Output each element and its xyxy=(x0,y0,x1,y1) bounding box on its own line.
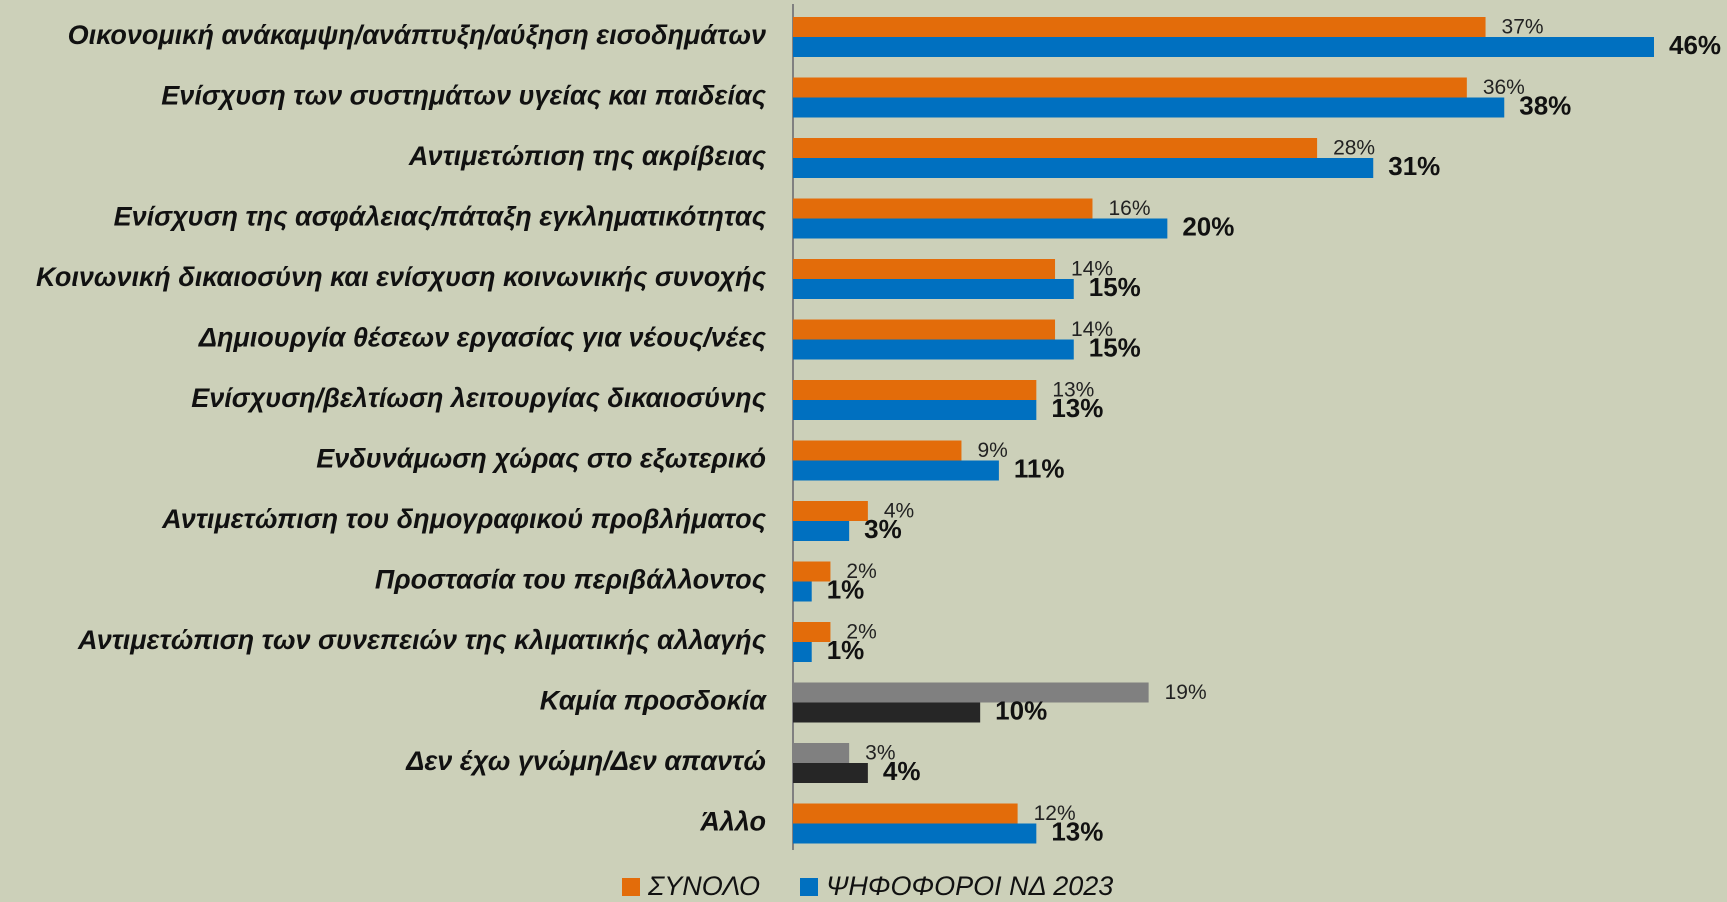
category-label: Ενδυνάμωση χώρας στο εξωτερικό xyxy=(316,444,766,474)
bar xyxy=(793,279,1074,299)
legend-swatch xyxy=(622,878,640,896)
bar xyxy=(793,97,1505,118)
bar xyxy=(793,823,1037,844)
value-label: 13% xyxy=(1052,379,1094,402)
bar xyxy=(793,702,981,723)
value-label: 2% xyxy=(846,560,876,583)
bar xyxy=(793,521,850,541)
category-label: Ενίσχυση/βελτίωση λειτουργίας δικαιοσύνη… xyxy=(191,383,766,413)
value-label: 46% xyxy=(1669,30,1721,60)
bar xyxy=(793,440,962,461)
category-label: Ενίσχυση της ασφάλειας/πάταξη εγκληματικ… xyxy=(114,202,767,232)
value-label: 3% xyxy=(865,742,895,765)
category-label: Αντιμετώπιση των συνεπειών της κλιματική… xyxy=(77,625,767,655)
value-label: 9% xyxy=(977,439,1007,462)
legend-swatch xyxy=(800,878,818,896)
value-label: 14% xyxy=(1071,318,1113,341)
bar xyxy=(793,380,1037,400)
legend-label: ΣΥΝΟΛΟ xyxy=(647,871,760,901)
category-label: Δεν έχω γνώμη/Δεν απαντώ xyxy=(405,746,766,776)
category-label: Δημιουργία θέσεων εργασίας για νέους/νέε… xyxy=(198,323,767,353)
bar xyxy=(793,561,831,582)
category-label: Οικονομική ανάκαμψη/ανάπτυξη/αύξηση εισο… xyxy=(68,20,766,50)
value-label: 31% xyxy=(1388,151,1440,181)
value-label: 11% xyxy=(1014,453,1065,483)
bar xyxy=(793,460,999,481)
category-label: Προστασία του περιβάλλοντος xyxy=(375,565,767,595)
bar xyxy=(793,763,868,783)
bar xyxy=(793,218,1168,239)
value-label: 4% xyxy=(884,500,914,523)
bar xyxy=(793,37,1654,57)
category-label: Αντιμετώπιση της ακρίβειας xyxy=(408,141,767,171)
bar xyxy=(793,803,1018,824)
bar xyxy=(793,339,1074,360)
bar xyxy=(793,138,1318,158)
value-label: 12% xyxy=(1034,802,1076,825)
value-label: 38% xyxy=(1519,90,1571,120)
category-label: Καμία προσδοκία xyxy=(540,686,767,716)
legend-label: ΨΗΦΟΦΟΡΟΙ ΝΔ 2023 xyxy=(826,871,1113,901)
value-label: 4% xyxy=(883,756,921,786)
value-label: 3% xyxy=(864,514,902,544)
value-label: 19% xyxy=(1165,681,1207,704)
bar xyxy=(793,319,1056,340)
value-label: 15% xyxy=(1089,272,1141,302)
value-label: 15% xyxy=(1089,332,1141,362)
bar xyxy=(793,77,1467,98)
bar xyxy=(793,642,812,662)
bar xyxy=(793,682,1149,703)
category-label: Ενίσχυση των συστημάτων υγείας και παιδε… xyxy=(161,81,766,111)
bar xyxy=(793,198,1093,219)
value-label: 1% xyxy=(827,635,865,665)
value-label: 2% xyxy=(846,621,876,644)
bar xyxy=(793,743,850,763)
bar xyxy=(793,158,1374,178)
category-label: Κοινωνική δικαιοσύνη και ενίσχυση κοινων… xyxy=(36,262,767,292)
value-label: 14% xyxy=(1071,258,1113,281)
bar xyxy=(793,17,1486,37)
value-label: 10% xyxy=(995,695,1047,725)
value-label: 36% xyxy=(1483,76,1525,99)
bar xyxy=(793,501,868,521)
bar xyxy=(793,259,1056,279)
value-label: 37% xyxy=(1502,16,1544,39)
bar xyxy=(793,581,812,602)
value-label: 16% xyxy=(1108,197,1150,220)
bar xyxy=(793,400,1037,420)
value-label: 13% xyxy=(1051,393,1103,423)
bar xyxy=(793,622,831,642)
value-label: 20% xyxy=(1182,211,1234,241)
category-label: Άλλο xyxy=(699,807,766,837)
category-label: Αντιμετώπιση του δημογραφικού προβλήματο… xyxy=(161,504,767,534)
value-label: 28% xyxy=(1333,137,1375,160)
value-label: 1% xyxy=(827,574,865,604)
value-label: 13% xyxy=(1051,816,1103,846)
